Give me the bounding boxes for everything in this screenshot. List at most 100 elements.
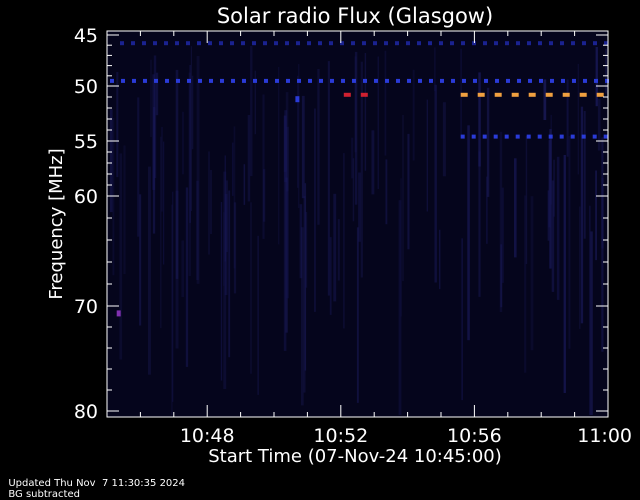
background-streak xyxy=(228,190,231,358)
band-dash xyxy=(562,92,570,97)
band-dash xyxy=(352,78,356,83)
background-streak xyxy=(384,50,387,156)
band-dash xyxy=(131,41,135,46)
band-dash xyxy=(198,78,202,83)
band-dash xyxy=(418,78,422,83)
background-streak xyxy=(590,231,593,415)
band-dash xyxy=(451,78,455,83)
band-dash xyxy=(593,41,597,46)
band-dash xyxy=(384,41,388,46)
background-streak xyxy=(112,118,115,276)
background-streak xyxy=(566,79,569,157)
y-axis-label: Frequency [MHz] xyxy=(46,148,67,299)
background-streak xyxy=(556,156,560,300)
background-streak xyxy=(605,48,607,94)
band-dash xyxy=(165,78,169,83)
band-dash xyxy=(428,41,432,46)
background-streak xyxy=(233,126,236,269)
background-streak xyxy=(402,115,404,282)
background-streak xyxy=(137,97,140,237)
band-dash xyxy=(527,41,531,46)
band-dash xyxy=(579,92,587,97)
background-streak xyxy=(224,155,226,262)
background-streak xyxy=(500,244,503,308)
band-dash xyxy=(219,41,223,46)
band-dash xyxy=(296,41,300,46)
band-dash xyxy=(572,78,576,83)
band-dash xyxy=(275,78,279,83)
background-streak xyxy=(343,153,345,329)
background-streak xyxy=(327,61,330,296)
background-streak xyxy=(568,136,571,349)
background-streak xyxy=(175,69,179,279)
band-dash xyxy=(209,78,213,83)
band-dash xyxy=(274,41,278,46)
band-dash xyxy=(494,41,498,46)
band-dash xyxy=(318,41,322,46)
band-dash xyxy=(242,78,246,83)
band-dash xyxy=(493,134,498,139)
background-streak xyxy=(148,166,151,375)
band-dash xyxy=(484,78,488,83)
band-dash xyxy=(406,41,410,46)
band-dash xyxy=(594,78,598,83)
background-streak xyxy=(550,114,552,205)
band-dash xyxy=(495,78,499,83)
background-streak xyxy=(360,61,363,278)
background-streak xyxy=(595,170,597,261)
background-streak xyxy=(304,183,307,371)
background-streak xyxy=(580,106,584,324)
background-streak xyxy=(352,158,355,222)
band-dash xyxy=(142,41,146,46)
background-streak xyxy=(196,56,200,284)
background-streak xyxy=(278,67,280,245)
band-dash xyxy=(176,78,180,83)
band-dash xyxy=(450,41,454,46)
x-axis: 10:48 10:52 10:56 11:00 xyxy=(106,31,632,447)
background-streak xyxy=(351,137,354,179)
band-dash xyxy=(363,78,367,83)
band-dash xyxy=(483,41,487,46)
x-tick-label: 11:00 xyxy=(577,425,632,447)
background-streak xyxy=(188,72,191,276)
band-dash xyxy=(526,134,531,139)
background-streak xyxy=(243,164,246,205)
x-tick-label: 10:52 xyxy=(313,425,368,447)
background-streak xyxy=(595,47,598,107)
background-streak xyxy=(210,170,212,234)
band-dash xyxy=(208,41,212,46)
background-streak xyxy=(190,46,192,212)
band-dash xyxy=(482,134,487,139)
background-streak xyxy=(434,84,437,283)
band-dash xyxy=(473,78,477,83)
background-streak xyxy=(150,59,152,138)
background-streak xyxy=(208,151,210,255)
band-dash xyxy=(187,78,191,83)
band-dash xyxy=(343,92,351,97)
band-dash xyxy=(571,41,575,46)
y-tick-label: 45 xyxy=(74,25,98,47)
band-dash xyxy=(132,78,136,83)
background-streak xyxy=(356,227,359,403)
background-streak xyxy=(525,136,528,264)
band-dash xyxy=(429,78,433,83)
band-dash xyxy=(253,78,257,83)
background-streak xyxy=(119,153,123,360)
band-dash xyxy=(604,41,608,46)
background-streak xyxy=(337,219,340,281)
band-dash xyxy=(494,92,502,97)
band-dash xyxy=(461,41,465,46)
background-streak xyxy=(398,200,402,415)
background-streak xyxy=(285,177,288,333)
background-streak xyxy=(579,206,581,329)
background-streak xyxy=(426,99,428,212)
spectrogram-chart: Solar radio Flux (Glasgow) 455055607080 … xyxy=(46,4,632,467)
band-dash xyxy=(511,92,519,97)
background-streak xyxy=(597,98,601,151)
x-tick-label: 10:48 xyxy=(180,425,235,447)
spectrogram-features xyxy=(110,41,609,317)
background-streak xyxy=(371,130,375,195)
background-streak xyxy=(364,53,367,171)
background-streak xyxy=(354,56,357,153)
background-streak xyxy=(262,94,265,239)
